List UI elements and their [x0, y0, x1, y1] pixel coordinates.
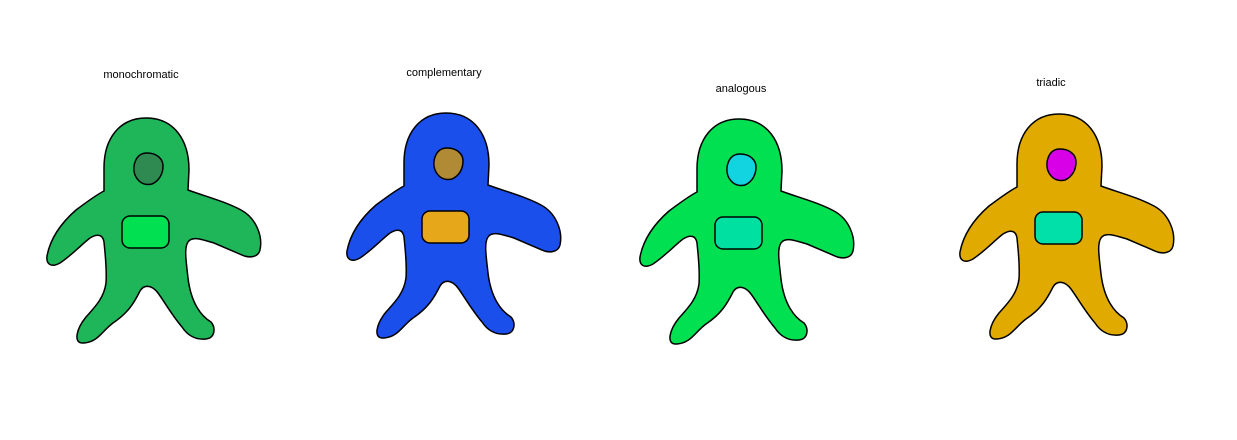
- figure-svg: [639, 118, 855, 345]
- figure-chest: [714, 216, 763, 250]
- figure-head: [133, 152, 164, 186]
- label-triadic: triadic: [1036, 77, 1066, 89]
- figure-chest: [121, 215, 170, 249]
- figure-triadic: [959, 113, 1199, 394]
- label-analogous: analogous: [715, 83, 767, 95]
- figure-head: [726, 153, 757, 187]
- figure-complementary: [346, 112, 586, 393]
- label-complementary: complementary: [406, 67, 482, 79]
- figure-head: [1046, 148, 1077, 182]
- label-monochromatic: monochromatic: [103, 69, 179, 81]
- figure-svg: [346, 112, 562, 339]
- figure-analogous: [639, 118, 879, 399]
- figure-monochromatic: [46, 117, 286, 398]
- figure-chest: [421, 210, 470, 244]
- figure-head: [433, 147, 464, 181]
- figure-svg: [959, 113, 1175, 340]
- figure-chest: [1034, 211, 1083, 245]
- figure-svg: [46, 117, 262, 344]
